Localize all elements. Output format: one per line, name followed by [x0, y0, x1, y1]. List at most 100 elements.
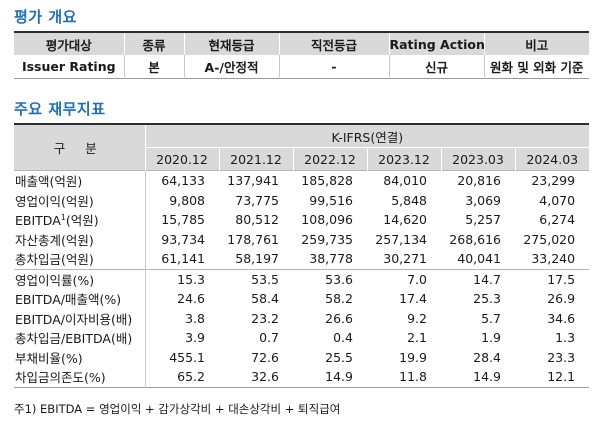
rating-cell: - [279, 55, 390, 79]
metric-label-text: EBITDA/매출액(%) [15, 292, 122, 308]
metric-value: 93,734 [161, 231, 205, 247]
metric-value: 9.2 [407, 310, 427, 326]
metric-value: 455.1 [169, 349, 205, 365]
accounting-basis: K-IFRS(연결) [145, 124, 590, 148]
table-row: EBITDA/이자비용(배) 3.8 23.2 26.6 9.2 5.7 34.6 [14, 308, 589, 328]
metric-value: 23.2 [251, 310, 279, 326]
metric-label: 차입금의존도(%) [14, 367, 146, 387]
rating-data-row: Issuer Rating 본 A-/안정적 - 신규 원화 및 외화 기준 [14, 55, 589, 79]
metric-label-text: 매출액(억원) [15, 174, 83, 190]
period-header: 2024.03 [514, 147, 590, 171]
table-row: 자산총계(억원) 93,734 178,761 259,735 257,134 268,6… [14, 229, 589, 249]
metric-label-text: 자산총계(억원) [15, 232, 94, 248]
metric-value: 15,785 [161, 212, 205, 228]
metric-value: 6,274 [539, 212, 576, 228]
metric-value: 33,240 [531, 251, 576, 267]
table-row: 총차입금(억원) 61,141 58,197 38,778 30,271 40,041 33… [14, 249, 589, 269]
metric-label: 총차입금(억원) [14, 249, 146, 269]
period-header: 2022.12 [292, 147, 367, 171]
metric-value: 73,775 [235, 192, 279, 208]
rating-cell: 원화 및 외화 기준 [489, 60, 584, 75]
metric-label-text: 총차입금(억원) [15, 252, 94, 268]
metric-value: 3,069 [465, 192, 501, 208]
metric-value: 2.1 [407, 330, 427, 346]
table-row: 영업이익(억원) 9,808 73,775 99,516 5,848 3,069 4,070 [14, 190, 589, 210]
rating-cell: 본 [124, 55, 185, 79]
period-header: 2023.03 [440, 147, 515, 171]
metric-value: 25.5 [325, 349, 353, 365]
metric-value: 58.4 [251, 291, 279, 307]
metric-value: 14.9 [325, 369, 353, 385]
metric-value: 19.9 [399, 349, 427, 365]
metric-value: 15.3 [145, 268, 219, 289]
metric-label: 매출액(억원) [14, 170, 146, 191]
period-header: 2021.12 [218, 147, 293, 171]
metric-label-text: 영업이익(억원) [15, 193, 94, 209]
table-row: 부채비율(%) 455.1 72.6 25.5 19.9 28.4 23.3 [14, 347, 589, 367]
metric-label-text: 총차입금/EBITDA(배) [15, 331, 133, 347]
rating-header-row: 평가대상 종류 현재등급 직전등급 Rating Action 비고 [14, 32, 589, 55]
metric-value: 17.4 [399, 291, 427, 307]
metric-value: 65.2 [177, 369, 205, 385]
rating-header-cell: 종류 [124, 32, 185, 55]
metric-value: 26.6 [325, 310, 353, 326]
metric-value: 185,828 [293, 170, 367, 191]
table-row: 총차입금/EBITDA(배) 3.9 0.7 0.4 2.1 1.9 1.3 [14, 328, 589, 348]
financials-title: 주요 재무지표 [14, 100, 106, 118]
metric-value: 257,134 [375, 231, 427, 247]
corner-label: 구 분 [14, 124, 146, 171]
rating-header-cell: 평가대상 [14, 32, 125, 55]
metric-value: 84,010 [367, 170, 441, 191]
table-row: 매출액(억원) 64,133 137,941 185,828 84,010 20,816 2… [14, 170, 590, 191]
metric-label: 부채비율(%) [14, 347, 146, 367]
metric-value: 268,616 [449, 231, 501, 247]
metric-value: 137,941 [219, 170, 293, 191]
metric-value: 32.6 [251, 369, 279, 385]
metric-label-text: EBITDA [15, 213, 61, 229]
metric-value: 20,816 [441, 170, 515, 191]
rating-header-cell: 현재등급 [184, 32, 280, 55]
metric-value: 9,808 [169, 192, 205, 208]
metric-value: 7.0 [367, 268, 441, 289]
table-row: 차입금의존도(%) 65.2 32.6 14.9 11.8 14.9 12.1 [14, 367, 589, 387]
rating-header-cell: Rating Action [389, 32, 485, 55]
metric-label-text: 영업이익률(%) [15, 272, 95, 288]
metric-value: 11.8 [399, 369, 427, 385]
metric-label-text: EBITDA/이자비용(배) [15, 311, 133, 327]
metric-value: 178,761 [227, 231, 279, 247]
metric-value: 5,848 [391, 192, 427, 208]
period-header: 2020.12 [144, 147, 219, 171]
table-row: EBITDA1(억원) 15,785 80,512 108,096 14,620 5,25… [14, 210, 589, 230]
metric-value: 72.6 [251, 349, 279, 365]
metric-label: 자산총계(억원) [14, 229, 146, 249]
metric-value: 0.4 [333, 330, 353, 346]
metric-value: 23.3 [547, 349, 576, 365]
metric-label-text: 부채비율(%) [15, 350, 83, 366]
metric-value: 12.1 [547, 369, 576, 385]
metric-value: 61,141 [161, 251, 205, 267]
metric-label: 총차입금/EBITDA(배) [14, 328, 146, 348]
metric-value: 64,133 [145, 170, 219, 191]
rating-header-cell: 직전등급 [279, 32, 390, 55]
rating-cell: 신규 [389, 55, 485, 79]
metric-value: 259,735 [301, 231, 353, 247]
metric-value: 14.7 [441, 268, 515, 289]
footnote: 주1) EBITDA = 영업이익 + 감가상각비 + 대손상각비 + 퇴직급여 [14, 402, 341, 416]
period-header-row: 2020.12 2021.12 2022.12 2023.12 2023.03 … [14, 147, 590, 171]
metric-value: 58.2 [325, 291, 353, 307]
metric-value: 28.4 [473, 349, 501, 365]
metric-label: EBITDA/매출액(%) [14, 289, 146, 309]
metric-value: 40,041 [457, 251, 501, 267]
metric-value: 17.5 [515, 268, 590, 289]
metric-value: 26.9 [547, 291, 576, 307]
table-row: 영업이익률(%) 15.3 53.5 53.6 7.0 14.7 17.5 [14, 268, 590, 289]
metric-value: 275,020 [523, 231, 576, 247]
metric-value: 3.8 [185, 310, 205, 326]
metric-value: 38,778 [309, 251, 353, 267]
footnote-marker: 1 [60, 213, 66, 223]
metric-value: 24.6 [177, 291, 205, 307]
metric-label: EBITDA1(억원) [14, 210, 146, 230]
metric-value: 80,512 [235, 212, 279, 228]
metric-value: 3.9 [185, 330, 205, 346]
